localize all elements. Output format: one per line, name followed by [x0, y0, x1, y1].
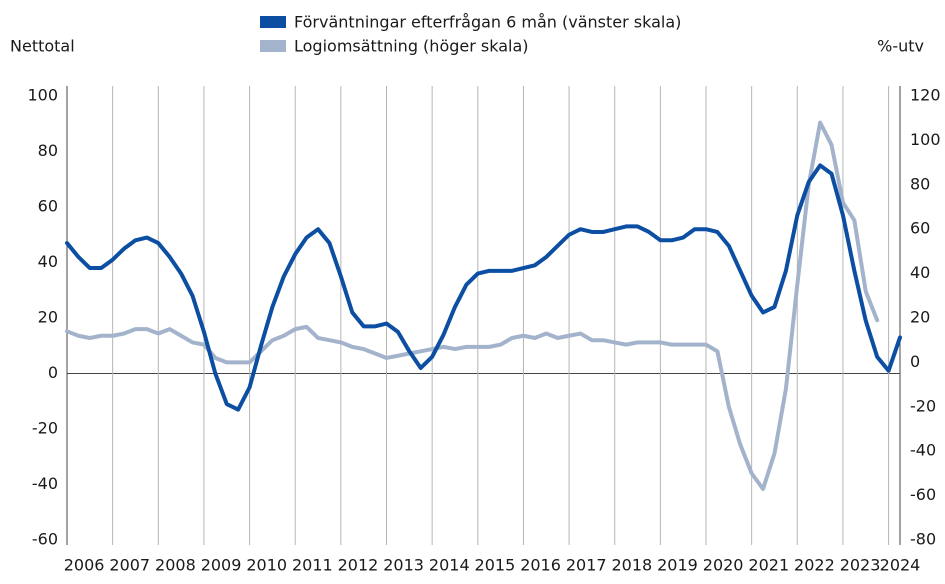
x-tick-label: 2013 [383, 556, 424, 575]
x-tick-label: 2024 [880, 556, 921, 575]
y-tick-label: -40 [32, 474, 58, 493]
y-tick-label: -60 [32, 530, 58, 549]
y2-tick-label: -20 [910, 396, 936, 415]
legend-swatch [260, 40, 286, 52]
legend-label: Logiomsättning (höger skala) [294, 37, 529, 56]
x-tick-label: 2016 [520, 556, 561, 575]
x-tick-label: 2022 [794, 556, 835, 575]
series-line [65, 163, 902, 412]
y2-tick-label: 40 [910, 263, 930, 282]
x-tick-label: 2012 [338, 556, 379, 575]
y2-axis-label: %-utv [877, 37, 924, 56]
x-tick-label: 2006 [64, 556, 105, 575]
x-tick-label: 2015 [475, 556, 516, 575]
x-tick-label: 2008 [155, 556, 196, 575]
x-tick-label: 2020 [703, 556, 744, 575]
y2-tick-label: -80 [910, 530, 936, 549]
x-tick-label: 2017 [566, 556, 607, 575]
y2-tick-label: 20 [910, 308, 930, 327]
y-axis-label: Nettotal [10, 37, 75, 56]
legend-swatch [260, 16, 286, 28]
y-tick-label: -20 [32, 419, 58, 438]
y-tick-label: 100 [27, 86, 58, 105]
y-tick-label: 20 [38, 308, 58, 327]
x-tick-label: 2021 [748, 556, 789, 575]
x-tick-label: 2011 [292, 556, 333, 575]
x-tick-label: 2010 [246, 556, 287, 575]
x-tick-label: 2009 [201, 556, 242, 575]
y-tick-label: 40 [38, 252, 58, 271]
y2-tick-label: 100 [910, 130, 941, 149]
legend-label: Förväntningar efterfrågan 6 mån (vänster… [294, 13, 681, 32]
y-tick-label: 80 [38, 141, 58, 160]
y2-tick-label: 80 [910, 174, 930, 193]
y2-tick-label: 0 [910, 352, 920, 371]
y-tick-label: 0 [48, 363, 58, 382]
series-line [65, 120, 880, 491]
x-tick-label: 2007 [109, 556, 150, 575]
x-tick-label: 2018 [611, 556, 652, 575]
y2-tick-label: 60 [910, 219, 930, 238]
y-tick-label: 60 [38, 197, 58, 216]
y2-tick-label: -40 [910, 441, 936, 460]
x-tick-label: 2019 [657, 556, 698, 575]
y2-tick-label: -60 [910, 485, 936, 504]
y2-tick-label: 120 [910, 86, 941, 105]
x-tick-label: 2023 [840, 556, 881, 575]
x-tick-label: 2014 [429, 556, 470, 575]
